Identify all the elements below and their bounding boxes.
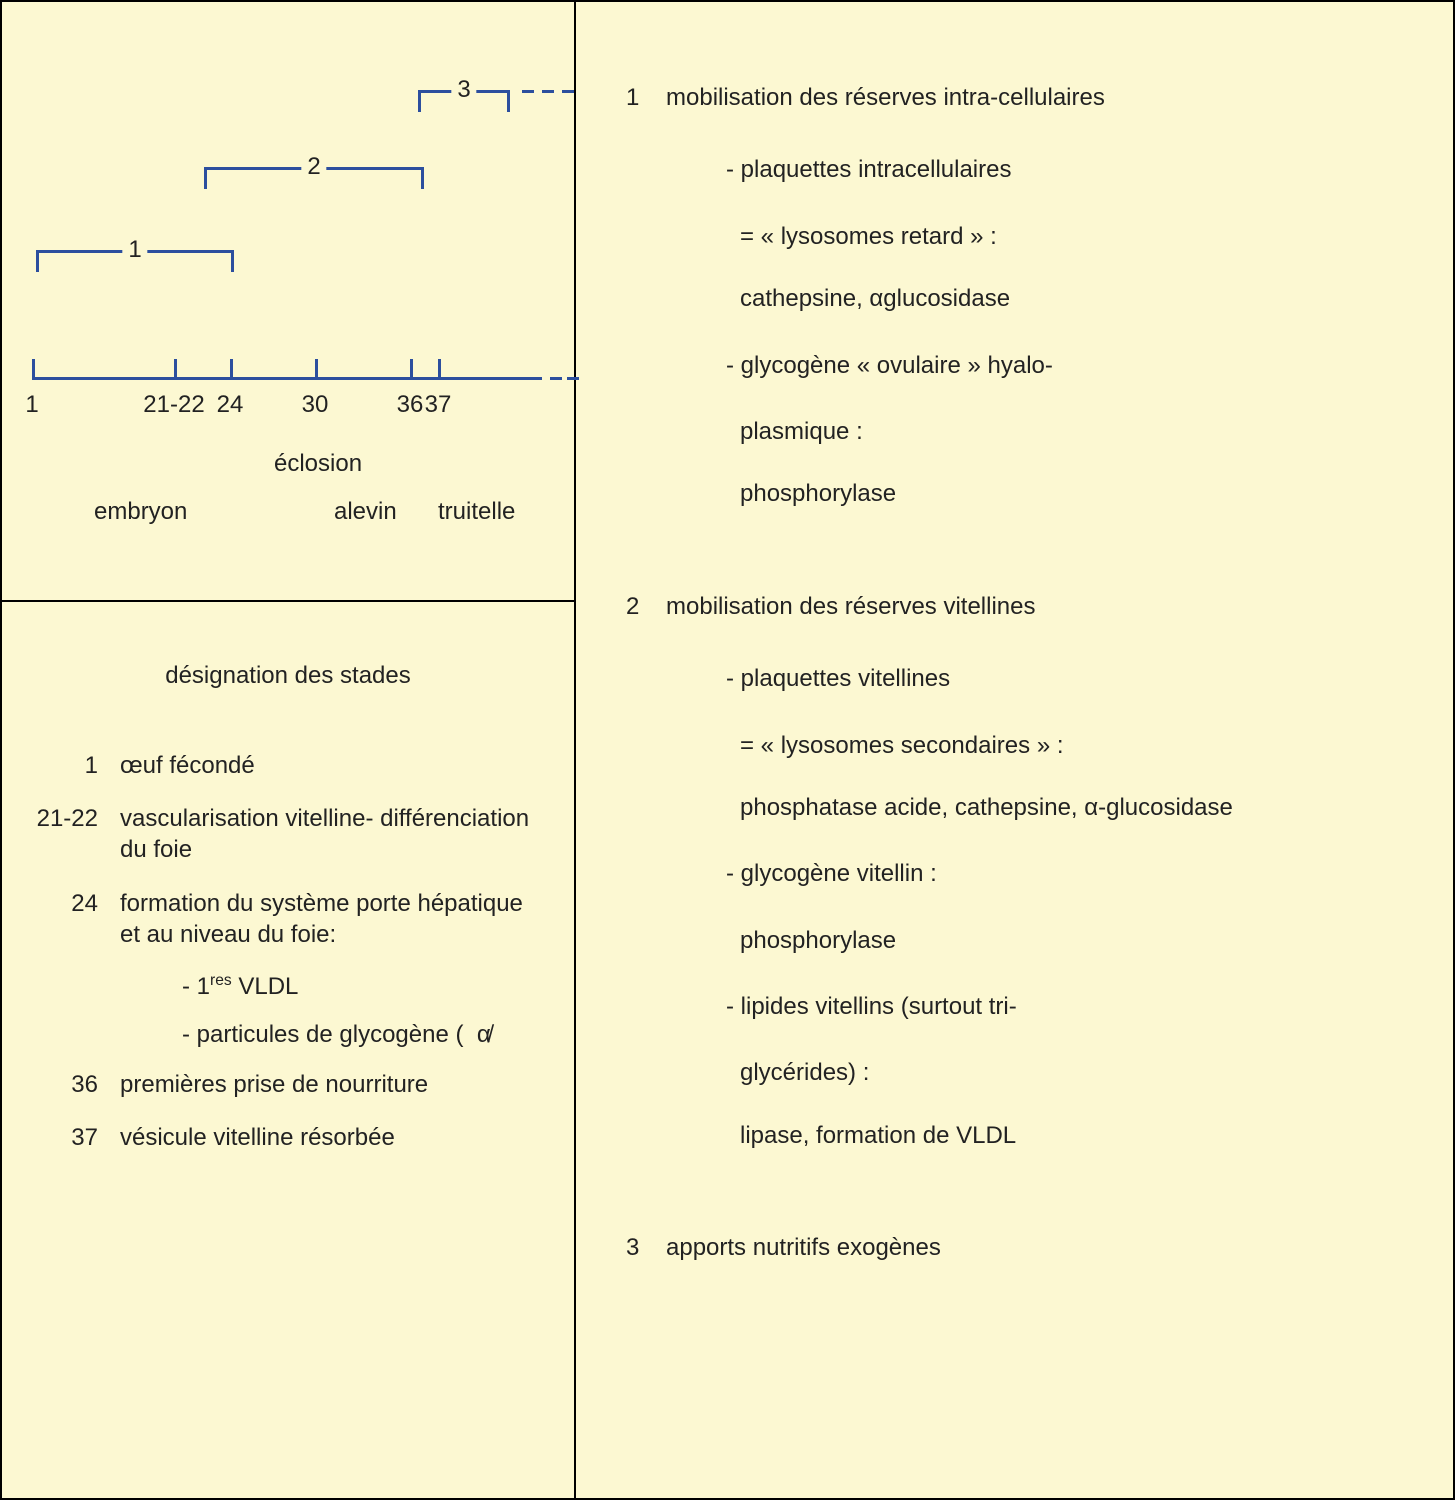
stage-sub: - particules de glycogène ( α̸ bbox=[182, 1021, 544, 1049]
phase-block: 1mobilisation des réserves intra-cellula… bbox=[626, 82, 1413, 511]
phase-body: - plaquettes intracellulaires = « lysosom… bbox=[726, 154, 1413, 510]
phase-item-sub: plasmique : bbox=[740, 416, 1413, 448]
phase-item: - glycogène « ovulaire » hyalo- bbox=[726, 350, 1413, 382]
axis-tick-label: 1 bbox=[25, 391, 38, 419]
phase-item-detail: phosphorylase bbox=[740, 478, 1413, 510]
stage-text: vésicule vitelline résorbée bbox=[120, 1122, 544, 1153]
phase-item-detail: phosphorylase bbox=[740, 925, 1413, 957]
axis-tick bbox=[438, 359, 441, 380]
timeline-chart: 1 21-22 24 30 3637 éclosion embryon alevin truit… bbox=[2, 2, 574, 600]
stage-sub: - 1res VLDL bbox=[182, 972, 544, 1001]
phase-item: - plaquettes vitellines bbox=[726, 663, 1413, 695]
axis-tick-label: 36 bbox=[397, 391, 424, 419]
axis-tick-label: 21-22 bbox=[143, 391, 204, 419]
phase-item-detail: phosphatase acide, cathepsine, α-glucosi… bbox=[740, 792, 1413, 824]
phase-title: mobilisation des réserves vitellines bbox=[666, 591, 1413, 623]
phase-item: - glycogène vitellin : bbox=[726, 858, 1413, 890]
stage-number: 1 bbox=[32, 750, 120, 781]
phase-block: 3apports nutritifs exogènes bbox=[626, 1232, 1413, 1264]
stage-text: œuf fécondé bbox=[120, 750, 544, 781]
stage-list: désignation des stades1œuf fécondé21-22v… bbox=[2, 612, 574, 1195]
axis-caption: embryon bbox=[94, 498, 187, 526]
axis-dash bbox=[550, 377, 562, 380]
phase-number: 2 bbox=[626, 591, 666, 623]
stage-row: 1œuf fécondé bbox=[32, 750, 544, 781]
stage-number: 24 bbox=[32, 888, 120, 919]
stage-row: 21-22vascularisation vitelline- différen… bbox=[32, 803, 544, 865]
phase-item-sub: = « lysosomes retard » : bbox=[740, 221, 1413, 253]
axis-tick-label: 24 bbox=[217, 391, 244, 419]
bracket-label-3: 3 bbox=[451, 76, 476, 104]
bracket3-dash bbox=[542, 90, 554, 93]
bracket-label-2: 2 bbox=[301, 153, 326, 181]
axis-caption: éclosion bbox=[274, 450, 362, 478]
phase-item: - lipides vitellins (surtout tri- bbox=[726, 991, 1413, 1023]
phase-body: - plaquettes vitellines = « lysosomes sec… bbox=[726, 663, 1413, 1152]
phase-item-sub: glycérides) : bbox=[740, 1057, 1413, 1089]
axis-tick-label: 30 bbox=[302, 391, 329, 419]
axis-line bbox=[32, 377, 542, 380]
stages-title: désignation des stades bbox=[32, 662, 544, 690]
stage-text: formation du système porte hépatique et … bbox=[120, 888, 544, 950]
phase-item-sub: = « lysosomes secondaires » : bbox=[740, 730, 1413, 762]
page-frame: 121-2224303637éclosionembryonalevintruit… bbox=[0, 0, 1455, 1500]
phase-item-detail: lipase, formation de VLDL bbox=[740, 1120, 1413, 1152]
stage-number: 36 bbox=[32, 1069, 120, 1100]
phase-item: - plaquettes intracellulaires bbox=[726, 154, 1413, 186]
stage-text: premières prise de nourriture bbox=[120, 1069, 544, 1100]
axis-tick-label: 37 bbox=[425, 391, 452, 419]
stage-row: 24formation du système porte hépatique e… bbox=[32, 888, 544, 950]
axis-tick bbox=[230, 359, 233, 380]
axis-caption: truitelle bbox=[438, 498, 515, 526]
bracket3-dash bbox=[562, 90, 574, 93]
stage-row: 36premières prise de nourriture bbox=[32, 1069, 544, 1100]
axis-start-tick bbox=[32, 359, 35, 380]
stage-number: 37 bbox=[32, 1122, 120, 1153]
right-column: 1mobilisation des réserves intra-cellula… bbox=[576, 2, 1453, 1498]
stage-text: vascularisation vitelline- différenciati… bbox=[120, 803, 544, 865]
left-column: 121-2224303637éclosionembryonalevintruit… bbox=[2, 2, 574, 1498]
phase-title: apports nutritifs exogènes bbox=[666, 1232, 1413, 1264]
axis-tick bbox=[410, 359, 413, 380]
phase-number: 3 bbox=[626, 1232, 666, 1264]
bracket-label-1: 1 bbox=[122, 236, 147, 264]
phase-title: mobilisation des réserves intra-cellulai… bbox=[666, 82, 1413, 114]
bracket3-dash bbox=[522, 90, 534, 93]
axis-tick bbox=[315, 359, 318, 380]
stage-number: 21-22 bbox=[32, 803, 120, 834]
axis-caption: alevin bbox=[334, 498, 397, 526]
stage-row: 37vésicule vitelline résorbée bbox=[32, 1122, 544, 1153]
phase-number: 1 bbox=[626, 82, 666, 114]
axis-tick bbox=[174, 359, 177, 380]
phase-block: 2mobilisation des réserves vitellines - p… bbox=[626, 591, 1413, 1153]
phase-item-detail: cathepsine, αglucosidase bbox=[740, 283, 1413, 315]
